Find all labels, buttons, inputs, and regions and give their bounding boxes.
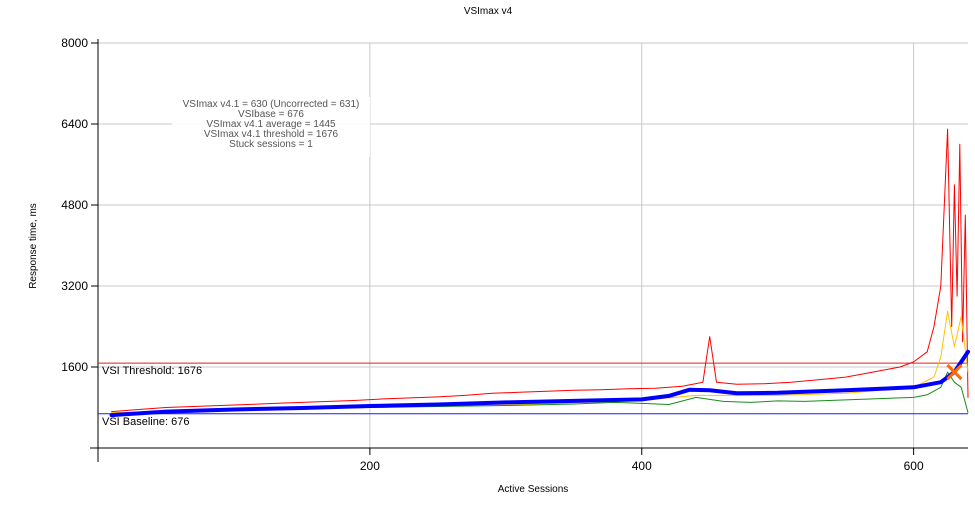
y-tick-label: 3200 [61,279,88,293]
series-lines [109,128,970,418]
x-tick-label: 600 [904,459,924,473]
annotation-line: VSIbase = 676 [238,109,304,120]
axes [90,39,968,462]
annotation-background [172,97,370,157]
annotation-line: VSImax v4.1 threshold = 1676 [204,129,339,140]
x-axis-ticks: 200 400 600 [360,448,924,473]
x-tick-label: 200 [360,459,380,473]
y-tick-label: 6400 [61,117,88,131]
vsimax-marker-stroke [946,364,963,381]
chart-title: VSImax v4 [464,6,513,17]
series-line-1 [111,310,969,414]
y-tick-label: 8000 [61,36,88,50]
annotation-line: VSImax v4.1 = 630 (Uncorrected = 631) [183,99,360,110]
y-axis-ticks: 1600 3200 4800 6400 8000 [61,36,98,374]
annotation-box: VSImax v4.1 = 630 (Uncorrected = 631)VSI… [172,97,370,157]
x-axis-label: Active Sessions [498,484,569,495]
x-tick-label: 400 [632,459,652,473]
baseline-label: VSI Baseline: 676 [102,416,189,428]
y-tick-label: 1600 [61,360,88,374]
series-line-0 [111,128,969,413]
annotation-line: Stuck sessions = 1 [229,139,313,150]
vsimax-marker [946,364,963,381]
y-tick-label: 4800 [61,198,88,212]
y-axis-label: Response time, ms [28,203,39,289]
annotation-line: VSImax v4.1 average = 1445 [206,119,336,130]
threshold-label: VSI Threshold: 1676 [102,365,202,377]
reference-lines: VSI Threshold: 1676 VSI Baseline: 676 [98,362,968,428]
series-line-3 [109,349,970,418]
